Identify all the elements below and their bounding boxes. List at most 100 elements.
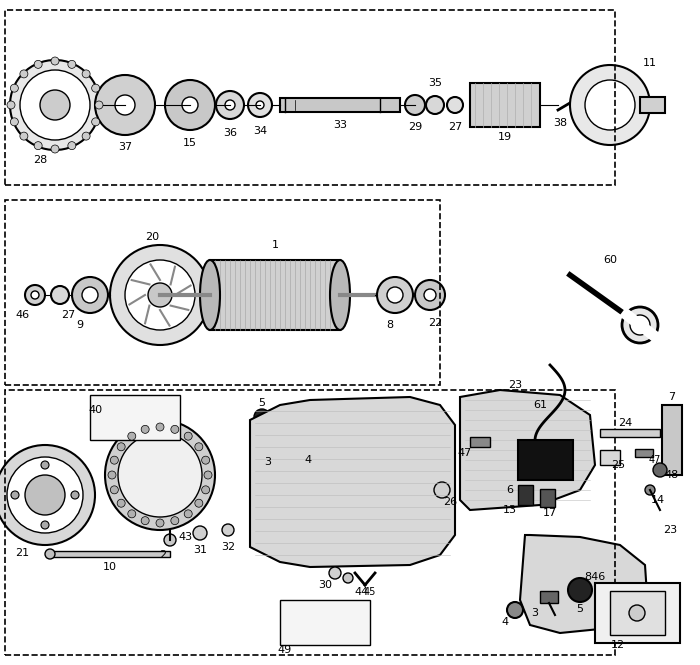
Circle shape [125, 260, 195, 330]
Circle shape [653, 463, 667, 477]
Circle shape [41, 521, 49, 529]
Circle shape [10, 118, 18, 126]
Circle shape [415, 280, 445, 310]
Circle shape [7, 457, 83, 533]
Text: 44: 44 [355, 587, 369, 597]
Circle shape [34, 142, 42, 150]
Bar [518, 485, 533, 505]
Text: 45: 45 [364, 587, 376, 597]
Circle shape [10, 60, 100, 150]
Text: 29: 29 [408, 122, 422, 132]
Text: 35: 35 [428, 78, 442, 88]
Bar [662, 405, 682, 475]
Bar [610, 591, 665, 635]
Text: 3: 3 [531, 608, 538, 618]
Text: 30: 30 [318, 580, 332, 590]
Circle shape [329, 567, 341, 579]
Text: 47: 47 [649, 455, 661, 465]
Text: 7: 7 [668, 392, 676, 402]
Circle shape [424, 289, 436, 301]
Text: 13: 13 [503, 505, 517, 515]
Text: 21: 21 [15, 548, 29, 558]
Bar [275, 435, 295, 450]
Circle shape [31, 291, 39, 299]
Circle shape [72, 277, 108, 313]
Text: 19: 19 [498, 132, 512, 142]
Circle shape [7, 101, 15, 109]
Circle shape [195, 443, 203, 451]
Bar [5, 390, 615, 655]
Bar [540, 489, 555, 507]
Circle shape [110, 245, 210, 345]
Circle shape [225, 100, 235, 110]
Circle shape [117, 443, 125, 451]
Text: 28: 28 [33, 155, 47, 165]
Text: 34: 34 [253, 126, 267, 136]
Circle shape [11, 491, 19, 499]
Circle shape [51, 286, 69, 304]
Bar [280, 600, 370, 645]
Circle shape [20, 132, 28, 140]
Circle shape [34, 61, 42, 68]
Text: 5: 5 [577, 604, 584, 614]
Circle shape [447, 97, 463, 113]
Text: 25: 25 [611, 460, 625, 470]
Text: 1: 1 [272, 240, 279, 250]
Ellipse shape [330, 260, 350, 330]
Circle shape [645, 485, 655, 495]
Text: 31: 31 [193, 545, 207, 555]
Circle shape [216, 91, 244, 119]
Text: 24: 24 [618, 418, 632, 428]
Circle shape [204, 471, 212, 479]
Text: 23: 23 [508, 380, 522, 390]
Circle shape [111, 486, 118, 494]
Circle shape [20, 70, 28, 78]
Text: 14: 14 [651, 495, 665, 505]
Polygon shape [250, 397, 455, 567]
Bar [600, 429, 660, 437]
Text: 11: 11 [643, 58, 657, 68]
Circle shape [184, 510, 192, 518]
Text: 33: 33 [333, 120, 347, 130]
Text: 15: 15 [183, 138, 197, 148]
Polygon shape [460, 390, 595, 510]
Circle shape [105, 420, 215, 530]
Circle shape [82, 287, 98, 303]
Circle shape [118, 433, 202, 517]
Text: 3: 3 [265, 457, 272, 467]
Bar [280, 98, 400, 112]
Text: 49: 49 [278, 645, 292, 655]
Text: 32: 32 [221, 542, 235, 552]
Circle shape [193, 526, 207, 540]
Circle shape [202, 486, 210, 494]
Text: 60: 60 [603, 255, 617, 265]
Circle shape [111, 456, 118, 464]
Text: 10: 10 [103, 562, 117, 572]
Bar [5, 10, 615, 185]
Text: 4: 4 [304, 455, 312, 465]
Circle shape [377, 277, 413, 313]
Text: 846: 846 [584, 572, 606, 582]
Bar [540, 591, 558, 603]
Circle shape [25, 285, 45, 305]
Bar [90, 395, 180, 440]
Circle shape [405, 95, 425, 115]
Circle shape [25, 475, 65, 515]
Circle shape [68, 61, 76, 68]
Circle shape [164, 534, 176, 546]
Circle shape [165, 80, 215, 130]
Circle shape [10, 84, 18, 92]
Circle shape [182, 97, 198, 113]
Text: 12: 12 [611, 640, 625, 650]
Text: 8: 8 [386, 320, 393, 330]
Circle shape [248, 93, 272, 117]
Circle shape [141, 517, 149, 525]
Circle shape [51, 57, 59, 65]
Circle shape [171, 517, 178, 525]
Text: 46: 46 [15, 310, 29, 320]
Text: 61: 61 [533, 400, 547, 410]
Circle shape [202, 456, 210, 464]
Circle shape [568, 578, 592, 602]
Circle shape [426, 96, 444, 114]
Circle shape [71, 491, 79, 499]
